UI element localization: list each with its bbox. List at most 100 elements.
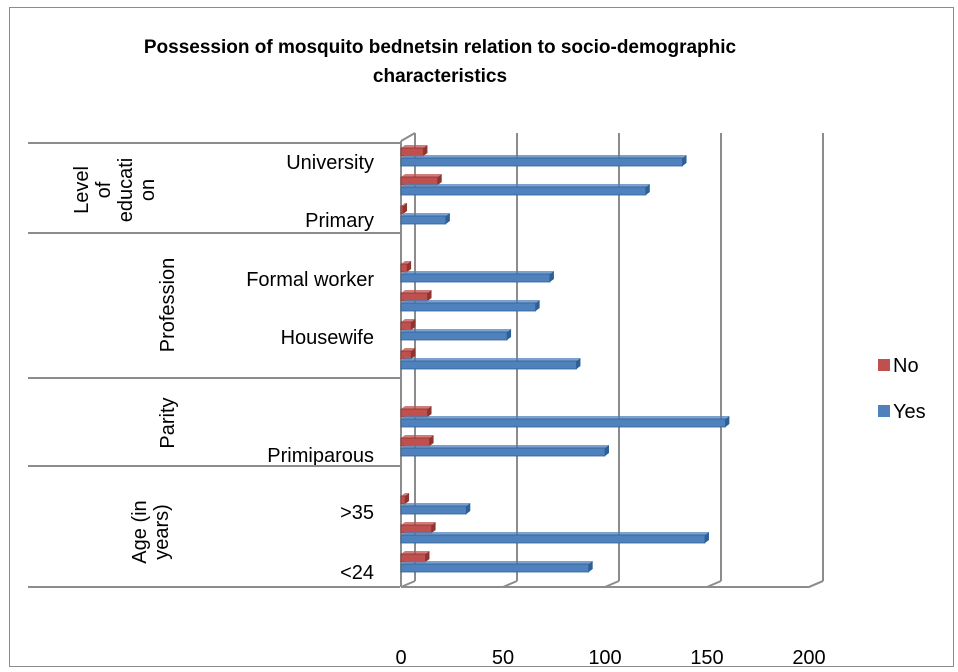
- bar-yes-top-7: [401, 416, 730, 419]
- bar-no-6: [400, 350, 412, 360]
- category-label: >35: [340, 502, 374, 524]
- bar-yes-end-6: [576, 358, 581, 369]
- bar-no-top-4: [401, 290, 432, 293]
- bar-no-10: [400, 524, 433, 534]
- bar-yes-end-7: [725, 416, 730, 427]
- bar-yes-0: [400, 157, 683, 167]
- group-label-line: years): [151, 504, 173, 560]
- bar-yes-8: [400, 447, 606, 457]
- bar-yes-top-11: [401, 561, 593, 564]
- bar-yes-end-10: [704, 532, 709, 543]
- bar-no-top-0: [401, 145, 428, 148]
- bar-yes-2: [400, 215, 447, 225]
- bar-yes-top-1: [401, 184, 650, 187]
- bar-yes-top-5: [401, 329, 512, 332]
- bar-no-3: [400, 263, 408, 273]
- category-label: <24: [340, 562, 374, 584]
- bar-yes-top-3: [401, 271, 554, 274]
- bar-yes-top-9: [401, 503, 471, 506]
- bar-yes-top-6: [401, 358, 581, 361]
- bar-yes-end-5: [507, 329, 512, 340]
- bar-no-top-8: [401, 435, 434, 438]
- category-label: Housewife: [281, 327, 374, 349]
- category-label: Formal worker: [246, 269, 374, 291]
- bar-no-end-4: [427, 290, 432, 301]
- bar-yes-end-2: [445, 213, 450, 224]
- bar-no-end-3: [407, 261, 412, 272]
- bar-no-top-5: [401, 319, 416, 322]
- bar-no-end-8: [429, 435, 434, 446]
- bar-yes-11: [400, 563, 590, 573]
- bar-no-top-3: [401, 261, 412, 264]
- bar-yes-end-3: [549, 271, 554, 282]
- group-label-3: Age (inyears): [129, 500, 173, 563]
- bar-yes-end-1: [645, 184, 650, 195]
- group-label-line: on: [137, 179, 159, 201]
- bar-no-1: [400, 176, 439, 186]
- bar-no-4: [400, 292, 428, 302]
- bar-no-end-11: [425, 551, 430, 562]
- legend-swatch-yes: [878, 405, 890, 417]
- bar-no-2: [400, 205, 404, 215]
- bar-yes-6: [400, 360, 577, 370]
- bar-no-top-1: [401, 174, 442, 177]
- bar-no-top-9: [401, 493, 410, 496]
- bar-yes-7: [400, 418, 726, 428]
- bar-yes-10: [400, 534, 706, 544]
- chart-title: Possession of mosquito bednetsin relatio…: [120, 33, 760, 91]
- bar-yes-end-11: [588, 561, 593, 572]
- bar-no-5: [400, 321, 412, 331]
- bar-no-top-6: [401, 348, 416, 351]
- bar-no-0: [400, 147, 424, 157]
- bar-yes-top-0: [401, 155, 687, 158]
- bar-no-end-7: [427, 406, 432, 417]
- legend-label-yes: Yes: [893, 401, 926, 423]
- legend-label-no: No: [893, 355, 919, 377]
- bar-yes-top-10: [401, 532, 709, 535]
- bar-no-9: [400, 495, 406, 505]
- chart-title-line-1: Possession of mosquito bednetsin relatio…: [143, 37, 737, 58]
- category-label: Primiparous: [267, 445, 374, 467]
- bar-no-11: [400, 553, 426, 563]
- bar-no-top-2: [401, 203, 408, 206]
- bar-yes-top-2: [401, 213, 450, 216]
- bar-yes-top-4: [401, 300, 540, 303]
- x-tick-label-2: 100: [588, 647, 621, 669]
- x-tick-label-3: 150: [690, 647, 723, 669]
- bar-no-end-2: [403, 203, 408, 214]
- bar-yes-top-8: [401, 445, 609, 448]
- bar-yes-1: [400, 186, 647, 196]
- bar-no-8: [400, 437, 430, 447]
- group-label-line: Level: [71, 166, 93, 214]
- bar-yes-4: [400, 302, 537, 312]
- bar-no-end-1: [437, 174, 442, 185]
- group-label-2: Parity: [157, 397, 179, 448]
- bar-yes-5: [400, 331, 508, 341]
- bar-yes-end-4: [535, 300, 540, 311]
- bar-no-end-9: [405, 493, 410, 504]
- group-label-1: Profession: [157, 258, 179, 353]
- bar-yes-end-9: [466, 503, 471, 514]
- category-label: Primary: [305, 210, 374, 232]
- x-tick-label-0: 0: [395, 647, 406, 669]
- bar-no-7: [400, 408, 428, 418]
- y-axis-top-depth: [400, 132, 416, 142]
- group-label-0: Levelofeducation: [71, 158, 159, 223]
- bar-no-top-7: [401, 406, 432, 409]
- bar-yes-end-0: [682, 155, 687, 166]
- x-tick-label-1: 50: [492, 647, 514, 669]
- bar-no-end-6: [411, 348, 416, 359]
- bar-no-end-0: [423, 145, 428, 156]
- category-label: University: [286, 152, 374, 174]
- x-tick-label-4: 200: [792, 647, 825, 669]
- bar-yes-end-8: [605, 445, 609, 456]
- bar-no-end-10: [431, 522, 436, 533]
- bar-no-top-11: [401, 551, 430, 554]
- bar-yes-9: [400, 505, 467, 515]
- bar-no-top-10: [401, 522, 436, 525]
- group-label-line: of: [93, 181, 115, 198]
- group-label-line: Age (in: [129, 500, 151, 563]
- group-label-line: educati: [115, 158, 137, 223]
- x-axis-end-depth: [808, 580, 824, 588]
